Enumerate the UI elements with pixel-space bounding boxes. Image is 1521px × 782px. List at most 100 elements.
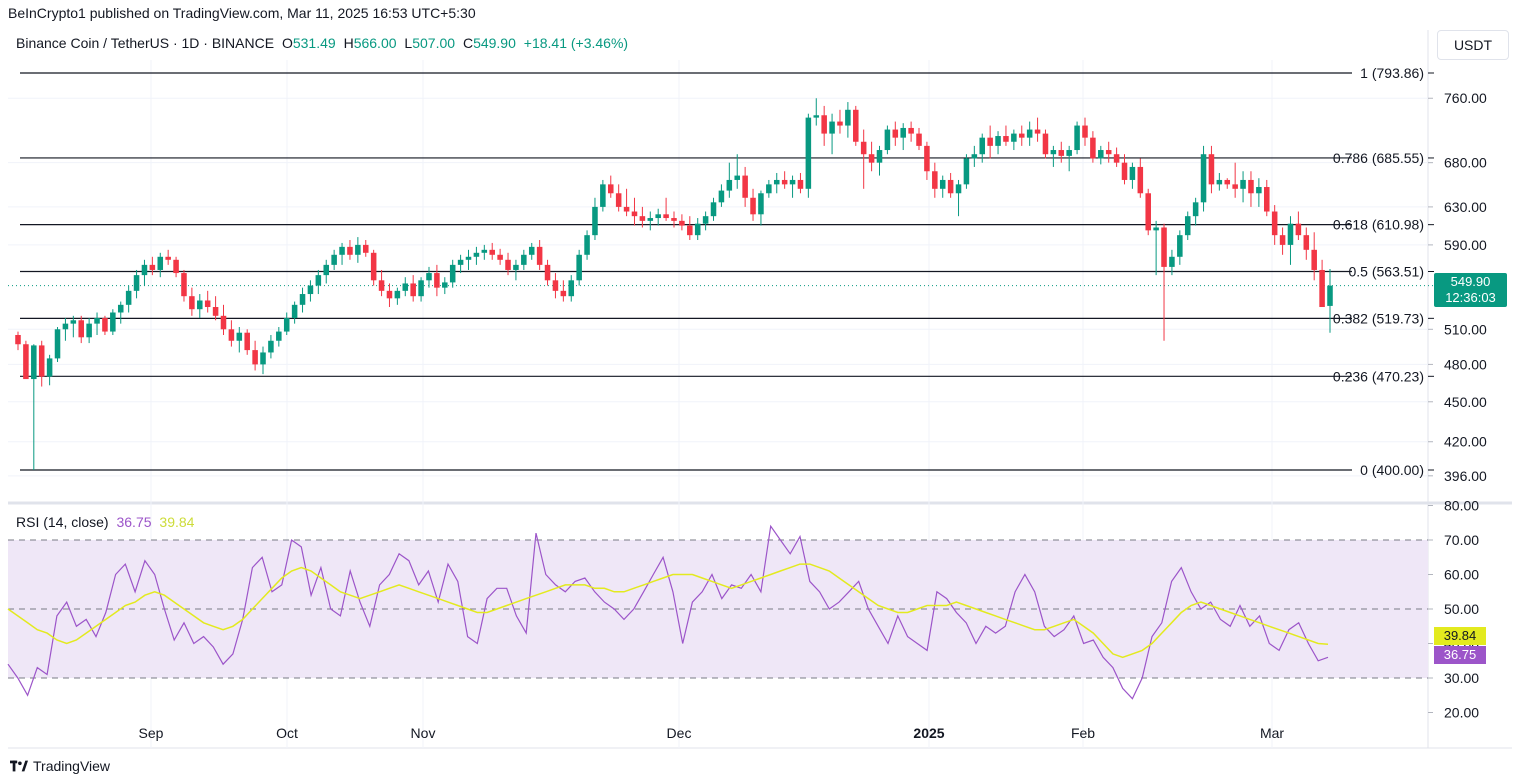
rsi-ma-line: [7, 563, 1329, 659]
candle-body: [1161, 227, 1167, 267]
x-tick-label: Feb: [1071, 725, 1095, 741]
candle-body: [536, 246, 543, 265]
candle-body: [276, 331, 282, 341]
symbol-title[interactable]: Binance Coin / TetherUS · 1D · BINANCE: [16, 35, 275, 51]
candle-body: [615, 193, 622, 207]
rsi-y-tick-label: 50.00: [1444, 601, 1479, 617]
candle-body: [1224, 179, 1231, 185]
candle-body: [70, 320, 77, 324]
candle-body: [1050, 150, 1057, 155]
candle-body: [165, 256, 171, 260]
candle-body: [1177, 235, 1183, 257]
close-label: C: [462, 35, 474, 51]
candle-body: [149, 264, 156, 270]
candle-body: [378, 280, 385, 291]
currency-button[interactable]: USDT: [1437, 30, 1509, 60]
candle-body: [884, 129, 891, 151]
candle-body: [94, 318, 100, 324]
candle-body: [489, 249, 495, 255]
rsi-y-tick-label: 70.00: [1444, 532, 1479, 548]
rsi-badge: 36.75: [1434, 646, 1486, 664]
candle-body: [497, 254, 503, 260]
candle-body: [1311, 249, 1317, 270]
candle-body: [449, 264, 456, 283]
candle-body: [687, 225, 693, 236]
candle-body: [979, 137, 986, 155]
y-tick-label: 630.00: [1444, 199, 1487, 215]
fib-level-label: 0.618 (610.98): [1333, 217, 1424, 233]
candle-body: [1066, 150, 1072, 156]
candle-body: [987, 137, 993, 146]
candle-body: [252, 350, 258, 365]
fib-level-label: 0.786 (685.55): [1333, 150, 1424, 166]
candle-body: [702, 216, 709, 224]
candle-body: [837, 121, 843, 126]
candle-body: [679, 220, 685, 226]
candle-body: [260, 352, 266, 365]
y-tick-label: 450.00: [1444, 394, 1487, 410]
last-price-value: 549.90: [1450, 274, 1491, 289]
y-tick-label: 420.00: [1444, 434, 1487, 450]
candle-body: [631, 211, 638, 217]
candle-body: [1169, 256, 1175, 267]
y-tick-label: 760.00: [1444, 90, 1487, 106]
candle-body: [900, 127, 906, 138]
rsi-legend-label[interactable]: RSI (14, close): [16, 514, 109, 530]
candle-body: [1287, 223, 1294, 245]
candle-body: [15, 334, 21, 345]
candle-body: [963, 158, 970, 185]
candle-body: [181, 273, 187, 297]
fib-level-label: 1 (793.86): [1360, 65, 1424, 81]
candle-body: [173, 259, 179, 274]
y-tick-label: 680.00: [1444, 155, 1487, 171]
high-value: 566.00: [353, 35, 397, 51]
candle-body: [821, 115, 827, 134]
candle-body: [1232, 184, 1238, 189]
candle-body: [805, 117, 812, 189]
candle-body: [813, 115, 820, 118]
candle-body: [189, 296, 195, 310]
candle-body: [623, 206, 630, 212]
change-value: +18.41 (+3.46%): [523, 35, 629, 51]
candle-body: [592, 206, 598, 236]
candle-body: [1145, 193, 1151, 231]
candle-body: [1216, 179, 1223, 185]
candle-body: [1256, 187, 1262, 194]
candle-body: [1018, 133, 1025, 138]
fib-level-label: 0.382 (519.73): [1333, 310, 1424, 326]
candle-body: [694, 223, 701, 236]
candle-body: [386, 290, 393, 299]
candle-body: [228, 329, 235, 341]
candle-body: [671, 218, 677, 221]
candle-body: [521, 254, 527, 265]
candle-body: [718, 190, 725, 203]
candle-body: [766, 184, 772, 194]
high-label: H: [343, 35, 354, 51]
candle-body: [394, 290, 401, 299]
last-price-badge: 549.90 12:36:03: [1434, 273, 1507, 307]
candle-body: [347, 246, 353, 255]
candle-body: [102, 318, 108, 332]
candle-body: [513, 264, 519, 270]
symbol-header: Binance Coin / TetherUS · 1D · BINANCE O…: [16, 35, 628, 51]
candle-body: [315, 275, 322, 286]
open-value: 531.49: [292, 35, 336, 51]
tradingview-brand[interactable]: TradingView: [10, 758, 110, 774]
rsi-y-tick-label: 60.00: [1444, 567, 1479, 583]
candle-body: [750, 197, 756, 215]
rsi-ma-legend-value: 39.84: [159, 514, 195, 530]
candle-body: [473, 252, 480, 257]
y-tick-label: 510.00: [1444, 321, 1487, 337]
y-tick-label: 590.00: [1444, 237, 1487, 253]
candle-body: [370, 252, 377, 281]
candle-body: [1042, 133, 1049, 155]
candle-body: [789, 179, 796, 185]
candle-body: [1240, 179, 1246, 189]
candle-body: [971, 154, 978, 159]
rsi-legend: RSI (14, close) 36.75 39.84: [16, 514, 194, 530]
candle-body: [505, 259, 511, 270]
candle-body: [584, 235, 590, 255]
candle-body: [860, 141, 867, 155]
candle-body: [1082, 125, 1088, 138]
